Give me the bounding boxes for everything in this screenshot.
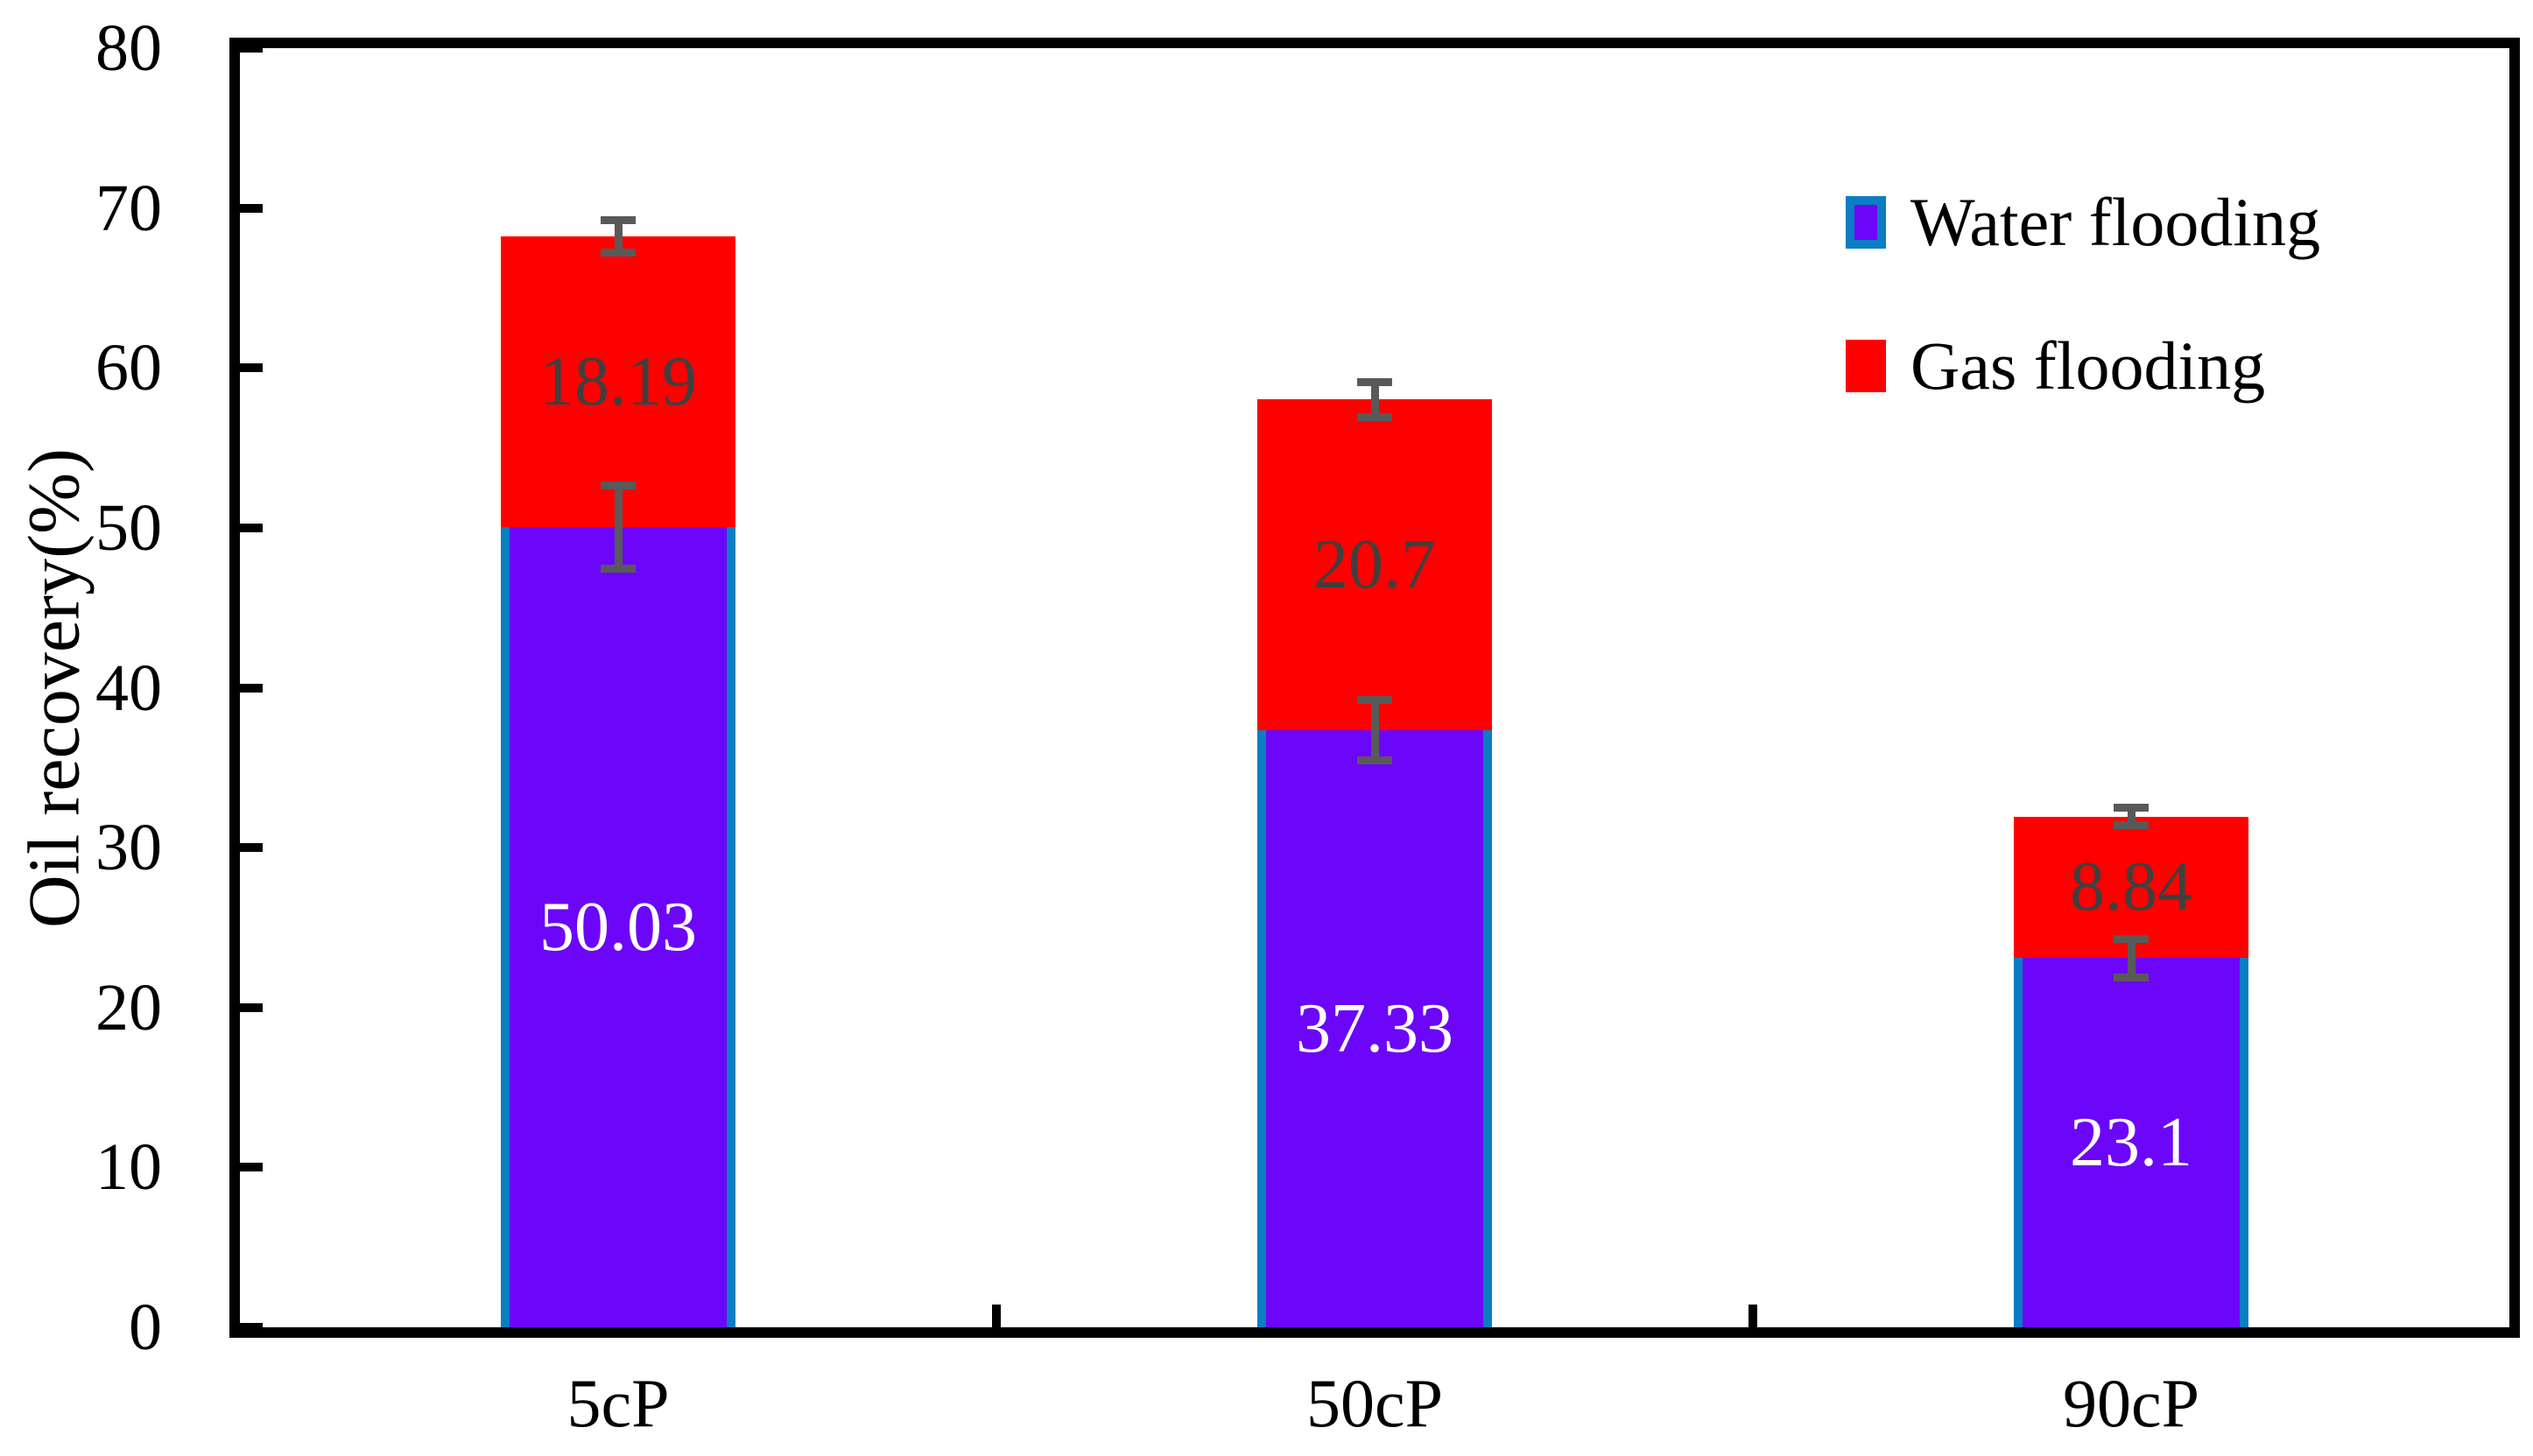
x-tick-label-5cP: 5cP: [566, 1365, 670, 1441]
y-tick-label-50: 50: [95, 490, 162, 565]
x-axis-tick-boundary-2: [1748, 1305, 1757, 1327]
error-bar-total-90cP-cap-bottom: [2114, 821, 2149, 830]
y-axis-tick-70: [240, 203, 263, 213]
error-bar-total-90cP-stem: [2127, 807, 2135, 826]
error-bar-total-50cP-cap-top: [1357, 377, 1392, 386]
y-tick-label-30: 30: [95, 811, 162, 885]
value-label-gas-5cP: 18.19: [539, 343, 697, 421]
y-tick-label-60: 60: [95, 331, 162, 405]
water-flooding-swatch-icon: [1846, 196, 1886, 249]
y-axis-tick-0: [240, 1323, 263, 1332]
y-tick-label-10: 10: [95, 1130, 162, 1205]
y-axis-tick-30: [240, 843, 263, 853]
value-label-water-90cP: 23.1: [2070, 1104, 2192, 1182]
error-bar-total-50cP-stem: [1370, 382, 1379, 418]
error-bar-water-90cP-cap-bottom: [2114, 973, 2149, 981]
bar-segment-gas-90cP: [2014, 816, 2248, 959]
error-bar-total-5cP-stem: [614, 220, 623, 253]
bar-segment-gas-5cP: [501, 236, 735, 528]
error-bar-water-5cP-stem: [614, 485, 623, 569]
value-label-water-50cP: 37.33: [1296, 990, 1453, 1068]
y-tick-label-40: 40: [95, 651, 162, 725]
y-tick-label-20: 20: [95, 970, 162, 1045]
error-bar-water-50cP-cap-bottom: [1357, 756, 1392, 765]
error-bar-water-90cP-stem: [2127, 939, 2135, 978]
error-bar-water-5cP-cap-bottom: [601, 565, 636, 573]
y-axis-tick-20: [240, 1002, 263, 1012]
x-tick-label-90cP: 90cP: [2063, 1365, 2199, 1441]
legend-label-gas-flooding: Gas flooding: [1910, 327, 2266, 404]
error-bar-total-5cP-cap-top: [601, 216, 636, 225]
bar-segment-water-90cP: [2014, 958, 2248, 1327]
x-tick-label-50cP: 50cP: [1306, 1365, 1443, 1441]
bar-segment-water-5cP: [501, 527, 735, 1327]
error-bar-total-50cP-cap-bottom: [1357, 412, 1392, 421]
bar-segment-gas-50cP: [1257, 399, 1492, 731]
value-label-gas-90cP: 8.84: [2070, 848, 2192, 926]
error-bar-total-5cP-cap-bottom: [601, 248, 636, 257]
error-bar-water-90cP-cap-top: [2114, 934, 2149, 943]
error-bar-water-50cP-stem: [1370, 700, 1379, 761]
legend: Water flooding Gas flooding: [1846, 188, 2320, 482]
value-label-gas-50cP: 20.7: [1313, 526, 1436, 604]
y-tick-label-70: 70: [95, 171, 162, 245]
value-label-water-5cP: 50.03: [539, 889, 697, 967]
y-axis-tick-40: [240, 683, 263, 693]
y-axis-tick-10: [240, 1163, 263, 1172]
legend-item-gas-flooding: Gas flooding: [1846, 332, 2320, 400]
error-bar-water-5cP-cap-top: [601, 482, 636, 490]
gas-flooding-swatch-icon: [1846, 340, 1886, 392]
error-bar-water-50cP-cap-top: [1357, 696, 1392, 705]
y-tick-label-80: 80: [95, 11, 162, 85]
bar-segment-water-50cP: [1257, 730, 1492, 1327]
legend-label-water-flooding: Water flooding: [1910, 184, 2321, 260]
y-axis-tick-50: [240, 523, 263, 532]
y-axis-tick-80: [240, 44, 263, 53]
y-axis-tick-60: [240, 363, 263, 373]
error-bar-total-90cP-cap-top: [2114, 804, 2149, 812]
y-tick-label-0: 0: [129, 1291, 162, 1364]
x-axis-tick-boundary-1: [992, 1305, 1001, 1327]
legend-item-water-flooding: Water flooding: [1846, 188, 2320, 257]
